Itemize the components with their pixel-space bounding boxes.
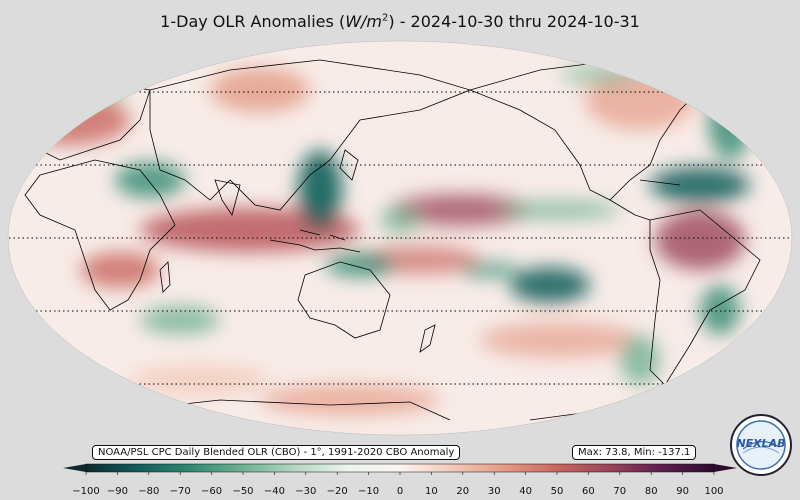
colorbar-min-extend (63, 464, 86, 472)
globe-outline (7, 40, 793, 436)
colorbar-tick-label: 70 (613, 486, 626, 497)
colorbar-tick-label: −90 (107, 486, 128, 497)
colorbar-tick-label: −50 (232, 486, 253, 497)
colorbar-tick-label: −70 (170, 486, 191, 497)
logo-text: NEXLAB (736, 437, 785, 450)
colorbar-max-extend (714, 464, 737, 472)
colorbar-tick-label: −10 (358, 486, 379, 497)
title-suffix: ) - 2024-10-30 thru 2024-10-31 (388, 12, 640, 31)
colorbar-tick-label: −80 (138, 486, 159, 497)
stats-label: Max: 73.8, Min: -137.1 (572, 445, 697, 460)
colorbar-tick-label: 90 (676, 486, 689, 497)
colorbar-tick-label: 50 (551, 486, 564, 497)
colorbar-tick-label: 60 (582, 486, 595, 497)
colorbar-tick-label: 20 (456, 486, 469, 497)
map-title: 1-Day OLR Anomalies (W/m2) - 2024-10-30 … (0, 12, 800, 31)
source-label: NOAA/PSL CPC Daily Blended OLR (CBO) - 1… (92, 445, 461, 460)
anomaly-blobs (10, 65, 752, 415)
title-unit-exponent: 2 (381, 12, 389, 24)
colorbar-tick-label: 80 (645, 486, 658, 497)
colorbar-tick-label: −40 (264, 486, 285, 497)
coastlines (24, 44, 761, 421)
nexlab-logo: NEXLAB (730, 414, 792, 476)
colorbar-tick-label: 0 (397, 486, 403, 497)
map-field (8, 41, 792, 435)
colorbar-tick-label: 40 (519, 486, 532, 497)
colorbar-tick-label: −30 (295, 486, 316, 497)
title-prefix: 1-Day OLR Anomalies ( (160, 12, 346, 31)
colorbar-tick-label: 30 (488, 486, 501, 497)
colorbar-tick-label: −20 (327, 486, 348, 497)
colorbar-tick-label: 100 (704, 486, 723, 497)
colorbar: −100 −90 −80 −70 −60 −50 −40 −30 −20 −10 0 10 20 30 40… (63, 463, 737, 497)
colorbar-tick-label: −60 (201, 486, 222, 497)
colorbar-ticks: −100 −90 −80 −70 −60 −50 −40 −30 −20 −10 0 10 20 30 40… (72, 472, 724, 497)
title-unit: W/m (345, 12, 382, 31)
colorbar-tick-label: −100 (72, 486, 99, 497)
colorbar-tick-label: 10 (425, 486, 438, 497)
colorbar-gradient (86, 464, 714, 472)
